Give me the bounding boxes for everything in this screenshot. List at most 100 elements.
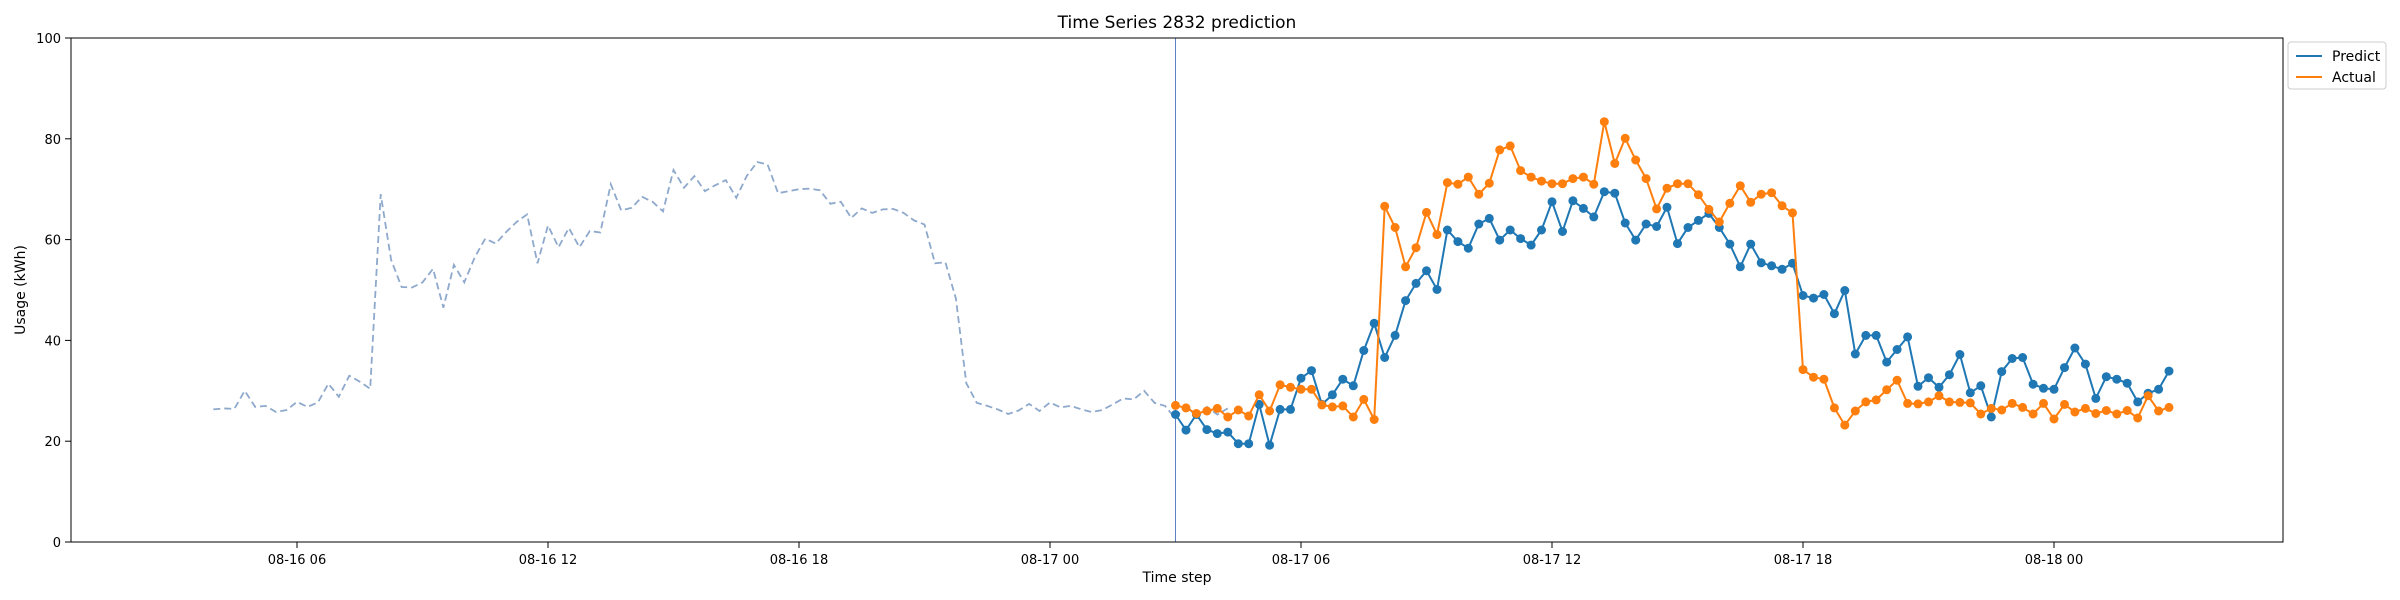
predict-point (1652, 222, 1662, 231)
axes-layer: 08-16 06 08-16 12 08-16 18 08-17 00 08-17 06… (36, 32, 2083, 568)
predict-point (1432, 285, 1442, 294)
x-tick-label: 08-17 18 (1774, 553, 1832, 568)
predict-point (1641, 219, 1651, 229)
predict-point (1286, 404, 1295, 414)
actual-point (1693, 190, 1703, 200)
actual-point (1547, 179, 1557, 189)
predict-point (1474, 219, 1484, 229)
actual-point (1442, 178, 1452, 188)
actual-point (1944, 397, 1954, 407)
actual-point (2049, 414, 2059, 424)
actual-point (1432, 230, 1442, 240)
actual-point (1495, 145, 1505, 155)
predict-point (2007, 354, 2017, 363)
actual-point (1798, 365, 1808, 375)
actual-point (1955, 397, 1965, 407)
predict-point (1578, 203, 1588, 213)
predict-point (2080, 359, 2090, 369)
predict-point (1202, 425, 1212, 435)
predict-point (1882, 357, 1892, 367)
actual-point (1286, 382, 1295, 392)
predict-point (1693, 215, 1703, 225)
actual-point (1892, 375, 1902, 385)
predict-point (1861, 330, 1871, 340)
actual-point (1181, 403, 1191, 413)
predict-point (2060, 363, 2069, 373)
actual-point (2101, 406, 2111, 415)
predict-point (2164, 366, 2174, 376)
actual-point (1631, 155, 1641, 165)
predict-point (1390, 330, 1400, 340)
predict-point (1411, 278, 1421, 288)
actual-point (1997, 405, 2007, 415)
predict-point (1212, 429, 1222, 439)
actual-point (1380, 201, 1390, 211)
predict-point (1735, 262, 1745, 272)
predict-point (1233, 439, 1243, 449)
plot-frame (70, 37, 2284, 543)
predict-point (2091, 393, 2101, 403)
predict-point (1547, 197, 1557, 207)
actual-point (2060, 399, 2069, 409)
x-tick-label: 08-16 06 (268, 553, 326, 568)
actual-point (1348, 412, 1358, 422)
actual-point (2070, 407, 2080, 417)
plot-area (71, 38, 2283, 542)
actual-point (2143, 391, 2153, 401)
actual-point (1516, 166, 1526, 176)
actual-point (1338, 401, 1348, 411)
actual-point (1777, 201, 1787, 211)
predict-point (1442, 225, 1452, 235)
actual-point (1505, 141, 1515, 151)
actual-point (1526, 172, 1536, 182)
predict-point (1463, 243, 1473, 253)
actual-point (1484, 178, 1494, 188)
actual-point (1871, 395, 1881, 405)
predict-point (1223, 427, 1233, 437)
predict-point (1484, 213, 1494, 223)
predict-point (1516, 234, 1526, 244)
actual-point (1714, 217, 1724, 227)
predict-point (1265, 440, 1275, 450)
actual-point (1788, 208, 1797, 218)
actual-point (1233, 405, 1243, 415)
actual-point (1809, 372, 1818, 382)
predict-point (1558, 227, 1567, 236)
y-axis-label: Usage (kWh) (13, 245, 29, 335)
predict-point (1871, 330, 1881, 340)
actual-point (1620, 133, 1630, 143)
predict-point (1171, 410, 1180, 419)
actual-point (1850, 406, 1860, 416)
y-tick-label: 60 (44, 234, 61, 249)
predict-point (2122, 378, 2132, 388)
actual-point (1819, 374, 1829, 384)
actual-point (2039, 398, 2048, 408)
actual-point (1244, 411, 1254, 421)
predict-point (1767, 261, 1777, 271)
predict-point (1401, 296, 1411, 306)
predict-point (1683, 223, 1693, 232)
actual-point (1265, 406, 1275, 416)
actual-point (1641, 174, 1651, 184)
predict-point (1338, 374, 1348, 384)
actual-point (1861, 397, 1871, 407)
predict-point (1892, 345, 1902, 354)
actual-point (1474, 189, 1484, 199)
predict-point (1850, 349, 1860, 359)
predict-point (1254, 399, 1264, 409)
predict-point (2133, 397, 2143, 407)
predict-point (2028, 379, 2038, 389)
predict-point (1348, 381, 1358, 391)
actual-point (1673, 179, 1682, 189)
actual-point (1191, 409, 1201, 418)
actual-point (2133, 413, 2143, 423)
actual-point (2007, 398, 2017, 408)
predict-point (1631, 235, 1641, 245)
actual-point (1756, 189, 1766, 199)
predict-point (1599, 187, 1609, 197)
actual-point (1913, 399, 1923, 409)
actual-point (1453, 179, 1463, 189)
actual-point (1965, 398, 1975, 408)
predict-point (1181, 425, 1191, 435)
predict-point (1903, 332, 1913, 342)
